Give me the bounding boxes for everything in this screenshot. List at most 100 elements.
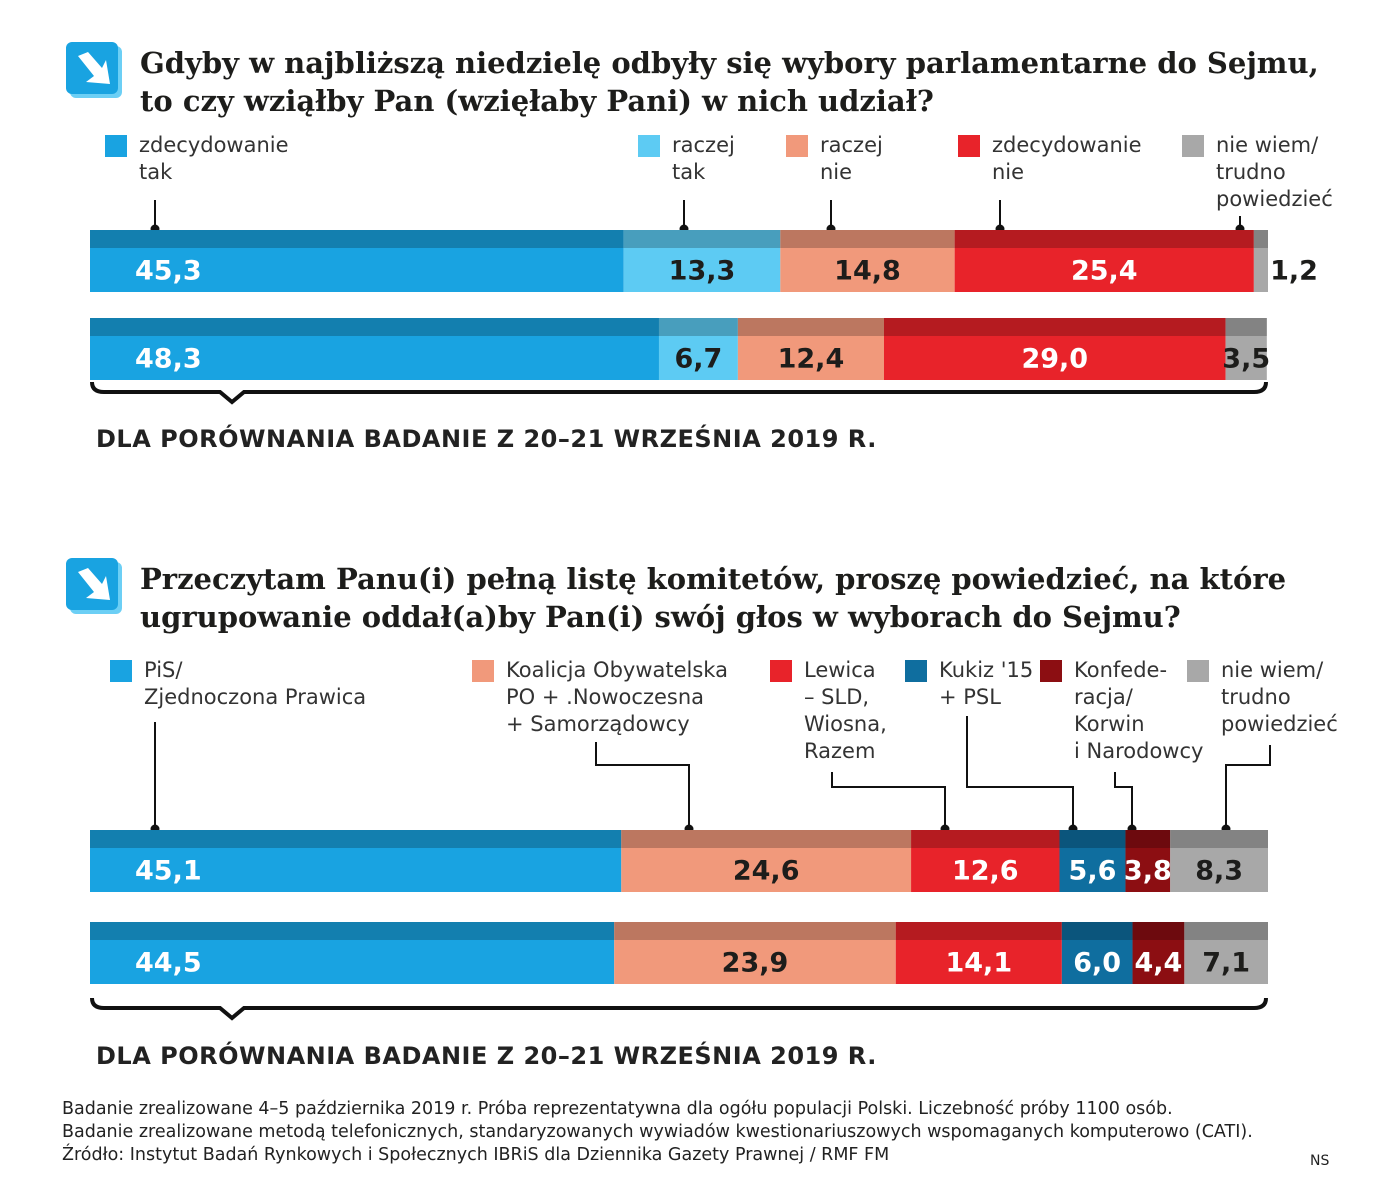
legend-entry: Konfede- racja/ Korwin i Narodowcy (1074, 658, 1204, 763)
legend-entry: nie wiem/ trudno powiedzieć (1221, 658, 1338, 736)
value-label: 7,1 (1202, 948, 1250, 979)
leader-line (1114, 772, 1133, 828)
legend-entry: zdecydowanie nie (992, 133, 1142, 184)
footnote: Badanie zrealizowane 4–5 października 20… (62, 1099, 1173, 1119)
value-label: 6,0 (1073, 948, 1121, 979)
bar-segment (1253, 230, 1268, 292)
legend-entry: zdecydowanie tak (139, 133, 289, 184)
bar-segment (1184, 922, 1268, 984)
value-label: 24,6 (733, 856, 800, 887)
bar-top-shade (780, 230, 955, 248)
value-label: 3,5 (1222, 344, 1270, 375)
bar-top-shade (895, 922, 1062, 940)
chart-title: Gdyby w najbliższą niedzielę odbyły się … (140, 46, 1319, 118)
bar-top-shade (623, 230, 781, 248)
value-label: 1,2 (1270, 256, 1318, 287)
icon (66, 42, 122, 98)
bar-top-shade (1253, 230, 1268, 248)
bar-top-shade (737, 318, 884, 336)
bar-segment (90, 318, 659, 380)
bracket (90, 381, 1268, 405)
value-label: 48,3 (135, 344, 202, 375)
value-label: 14,1 (945, 948, 1012, 979)
bar-segment (883, 318, 1226, 380)
value-label: 45,1 (135, 856, 202, 887)
footnote: Badanie zrealizowane metodą telefoniczny… (62, 1122, 1253, 1142)
value-label: 8,3 (1195, 856, 1243, 887)
bar-segment (1170, 830, 1268, 892)
value-label: 44,5 (135, 948, 202, 979)
bar-top-shade (1132, 922, 1185, 940)
bar-top-shade (1225, 318, 1267, 336)
bar-top-shade (1125, 830, 1171, 848)
value-label: 4,4 (1135, 948, 1183, 979)
bar-top-shade (1061, 922, 1133, 940)
credit: NS (1310, 1153, 1330, 1169)
bar-top-shade (90, 922, 615, 940)
bracket (90, 997, 1268, 1021)
bar-top-shade (90, 318, 659, 336)
bar-top-shade (1059, 830, 1126, 848)
bar-segment (1132, 922, 1185, 984)
legend-swatch (638, 135, 660, 157)
leader-line (595, 742, 690, 828)
icon (66, 558, 122, 614)
value-label: 12,6 (952, 856, 1019, 887)
legend-swatch (770, 660, 792, 682)
value-label: 23,9 (722, 948, 789, 979)
legend-entry: raczej tak (672, 133, 735, 184)
legend-swatch (110, 660, 132, 682)
leader-line (831, 772, 946, 828)
bar-top-shade (883, 318, 1226, 336)
bar-segment (1059, 830, 1126, 892)
bar-segment (1061, 922, 1133, 984)
legend-entry: nie wiem/ trudno powiedzieć (1216, 133, 1333, 211)
value-label: 25,4 (1071, 256, 1138, 287)
value-label: 12,4 (778, 344, 845, 375)
value-label: 3,8 (1124, 856, 1172, 887)
bar-segment (623, 230, 781, 292)
legend-entry: Lewica – SLD, Wiosna, Razem (804, 658, 887, 763)
value-label: 5,6 (1069, 856, 1117, 887)
value-label: 29,0 (1021, 344, 1088, 375)
legend-entry: Koalicja Obywatelska PO + .Nowoczesna + … (506, 658, 728, 736)
legend-swatch (958, 135, 980, 157)
bar-top-shade (954, 230, 1254, 248)
leader-line (1225, 745, 1271, 828)
legend-swatch (786, 135, 808, 157)
bar-top-shade (614, 922, 896, 940)
bar-segment (621, 830, 912, 892)
legend-swatch (472, 660, 494, 682)
bar-segment (1225, 318, 1267, 380)
legend-entry: Kukiz '15 + PSL (939, 658, 1034, 709)
chart-title: Przeczytam Panu(i) pełną listę komitetów… (140, 562, 1287, 634)
bar-segment (614, 922, 896, 984)
legend-entry: PiS/ Zjednoczona Prawica (144, 658, 367, 709)
bar-segment (895, 922, 1062, 984)
bar-segment (954, 230, 1254, 292)
bar-top-shade (911, 830, 1060, 848)
legend-swatch (905, 660, 927, 682)
value-label: 6,7 (675, 344, 723, 375)
value-label: 45,3 (135, 256, 202, 287)
bar-top-shade (90, 230, 624, 248)
bar-segment (90, 922, 615, 984)
leader-line (966, 716, 1074, 828)
bar-segment (737, 318, 884, 380)
legend-swatch (1187, 660, 1209, 682)
legend-entry: raczej nie (820, 133, 883, 184)
bar-top-shade (1170, 830, 1268, 848)
source: Źródło: Instytut Badań Rynkowych i Społe… (62, 1145, 890, 1165)
comparison-label: DLA PORÓWNANIA BADANIE Z 20–21 WRZEŚNIA … (96, 425, 877, 453)
bar-segment (90, 230, 624, 292)
legend-swatch (1040, 660, 1062, 682)
bar-top-shade (1184, 922, 1268, 940)
bar-segment (911, 830, 1060, 892)
bar-top-shade (621, 830, 912, 848)
bar-segment (1125, 830, 1171, 892)
bar-segment (90, 830, 622, 892)
bar-top-shade (90, 830, 622, 848)
value-label: 13,3 (669, 256, 736, 287)
